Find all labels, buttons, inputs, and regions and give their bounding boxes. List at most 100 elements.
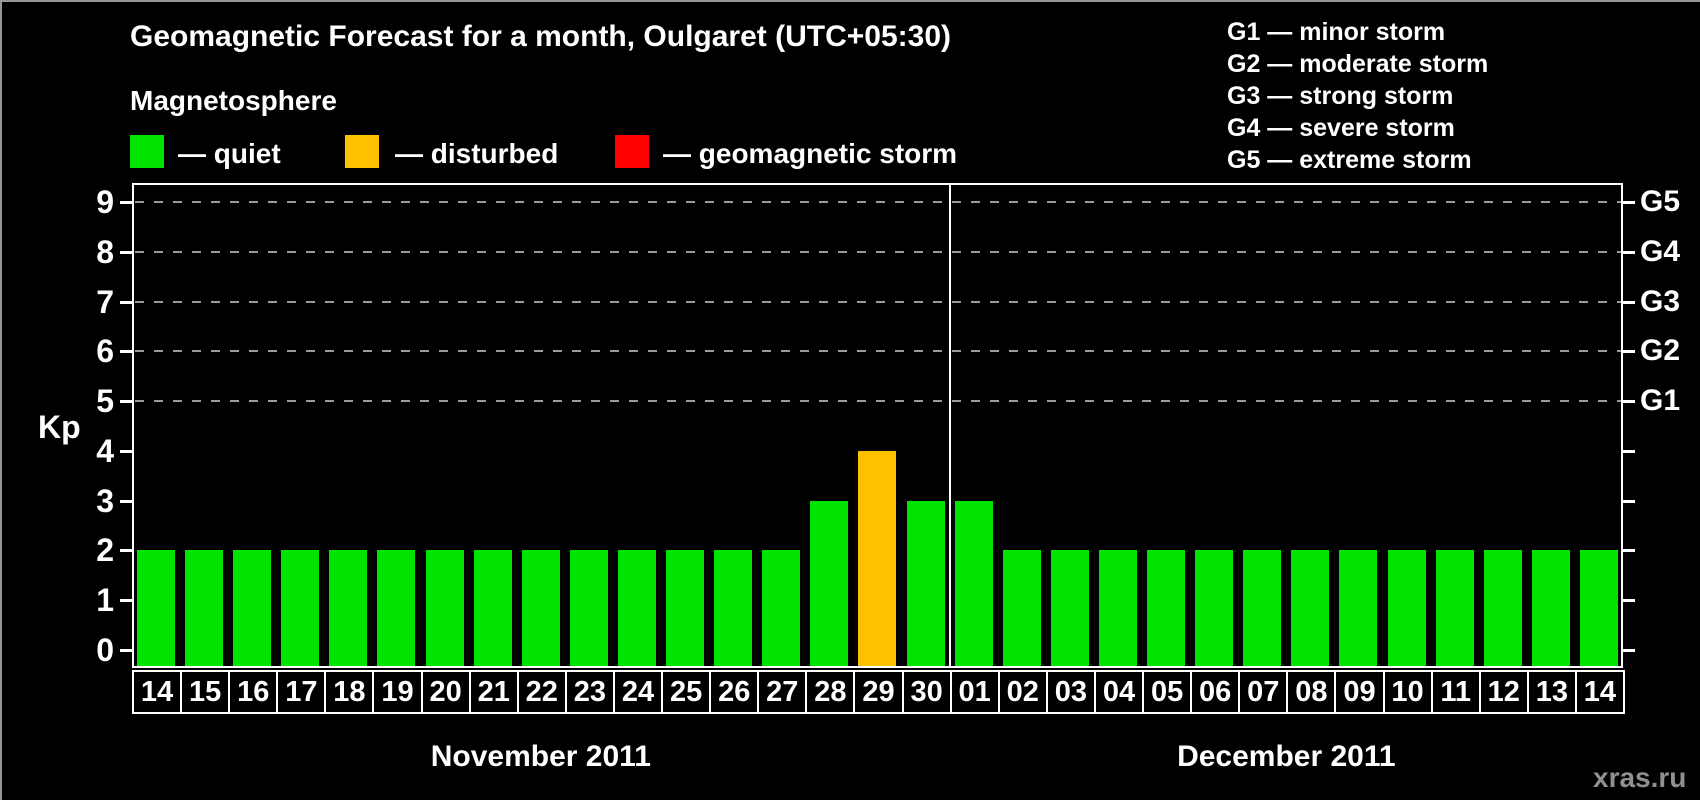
kp-bar-november-21 <box>473 550 512 666</box>
kp-bar-december-11 <box>1435 550 1474 666</box>
kp-bar-november-20 <box>425 550 464 666</box>
g-axis-label-g4: G4 <box>1640 234 1681 268</box>
day-label-cell-november-21: 21 <box>468 670 519 714</box>
gridline-kp7 <box>135 300 1621 303</box>
g3-legend-line: G3 — strong storm <box>1227 82 1454 110</box>
kp-bar-november-19 <box>377 550 416 666</box>
kp-bar-december-08 <box>1291 550 1330 666</box>
day-label-cell-november-16: 16 <box>228 670 279 714</box>
kp-bar-november-26 <box>714 550 753 666</box>
y-tick-label-1: 1 <box>96 582 114 619</box>
y-tick-left-2 <box>120 549 132 553</box>
day-label-cell-december-03: 03 <box>1045 670 1096 714</box>
day-label-cell-december-08: 08 <box>1286 670 1337 714</box>
kp-bar-november-29 <box>858 450 897 666</box>
kp-bar-november-25 <box>666 550 705 666</box>
y-tick-right-7 <box>1623 300 1635 304</box>
day-label-cell-november-20: 20 <box>420 670 471 714</box>
y-tick-label-7: 7 <box>96 283 114 320</box>
kp-bar-november-23 <box>569 550 608 666</box>
storm-legend-label: — geomagnetic storm <box>663 138 958 169</box>
kp-bar-december-04 <box>1098 550 1137 666</box>
y-tick-left-5 <box>120 400 132 404</box>
y-tick-label-3: 3 <box>96 482 114 519</box>
kp-bar-december-07 <box>1243 550 1282 666</box>
y-tick-right-1 <box>1623 599 1635 603</box>
kp-bar-november-16 <box>233 550 272 666</box>
day-label-cell-november-23: 23 <box>564 670 615 714</box>
day-label-cell-december-02: 02 <box>997 670 1048 714</box>
y-tick-label-9: 9 <box>96 183 114 220</box>
day-label-cell-december-01: 01 <box>949 670 1000 714</box>
kp-bar-november-14 <box>137 550 175 666</box>
g-axis-label-g5: G5 <box>1640 184 1681 218</box>
y-tick-label-4: 4 <box>96 432 114 469</box>
y-tick-right-8 <box>1623 250 1635 254</box>
day-label-cell-november-19: 19 <box>372 670 423 714</box>
y-tick-label-5: 5 <box>96 383 114 420</box>
g-axis-label-g2: G2 <box>1640 334 1681 368</box>
kp-bar-december-05 <box>1147 550 1186 666</box>
kp-bar-december-12 <box>1483 550 1522 666</box>
kp-bar-november-28 <box>810 500 849 666</box>
day-label-cell-november-15: 15 <box>180 670 231 714</box>
frame-border-left <box>0 0 2 800</box>
g2-legend-line: G2 — moderate storm <box>1227 50 1489 78</box>
y-tick-right-9 <box>1623 200 1635 204</box>
y-tick-right-5 <box>1623 400 1635 404</box>
day-label-cell-november-22: 22 <box>516 670 567 714</box>
y-tick-right-4 <box>1623 449 1635 453</box>
y-tick-label-8: 8 <box>96 233 114 270</box>
y-axis-title: Kp <box>38 409 81 445</box>
disturbed-legend-label: — disturbed <box>395 138 559 169</box>
frame-border-top <box>0 0 1700 2</box>
kp-bar-december-01 <box>954 500 993 666</box>
gridline-kp6 <box>135 350 1621 353</box>
y-tick-left-6 <box>120 350 132 354</box>
day-label-cell-december-14: 14 <box>1574 670 1625 714</box>
y-tick-label-6: 6 <box>96 333 114 370</box>
g4-legend-line: G4 — severe storm <box>1227 114 1455 142</box>
g1-legend-line: G1 — minor storm <box>1227 18 1446 46</box>
gridline-kp8 <box>135 250 1621 253</box>
month-label-right: December 2011 <box>1177 740 1396 773</box>
magnetosphere-legend-title: Magnetosphere <box>130 85 337 116</box>
y-tick-right-0 <box>1623 649 1635 652</box>
kp-bar-november-27 <box>762 550 801 666</box>
y-tick-left-8 <box>120 250 132 254</box>
storm-color-swatch <box>615 135 649 168</box>
kp-bar-december-13 <box>1531 550 1570 666</box>
kp-bar-december-02 <box>1002 550 1041 666</box>
g5-legend-line: G5 — extreme storm <box>1227 146 1472 174</box>
day-label-cell-november-17: 17 <box>276 670 327 714</box>
kp-bar-november-24 <box>617 550 656 666</box>
gridline-kp9 <box>135 200 1621 203</box>
day-label-cell-november-30: 30 <box>901 670 952 714</box>
y-tick-left-4 <box>120 449 132 453</box>
kp-bar-november-15 <box>185 550 224 666</box>
kp-bar-december-14 <box>1579 550 1618 666</box>
watermark: xras.ru <box>1593 762 1687 793</box>
day-label-cell-december-07: 07 <box>1238 670 1289 714</box>
kp-bar-december-09 <box>1339 550 1378 666</box>
day-label-cell-november-18: 18 <box>324 670 375 714</box>
y-tick-label-2: 2 <box>96 532 114 569</box>
day-label-cell-november-14: 14 <box>132 670 183 714</box>
day-label-cell-december-04: 04 <box>1093 670 1145 714</box>
y-tick-left-1 <box>120 599 132 603</box>
kp-bar-november-22 <box>521 550 560 666</box>
y-tick-right-6 <box>1623 350 1635 354</box>
day-label-cell-november-27: 27 <box>757 670 808 714</box>
day-label-cell-december-09: 09 <box>1334 670 1385 714</box>
y-tick-left-3 <box>120 499 132 503</box>
quiet-color-swatch <box>130 135 164 168</box>
day-label-cell-december-12: 12 <box>1478 670 1529 714</box>
day-label-cell-december-13: 13 <box>1526 670 1577 714</box>
g-axis-label-g3: G3 <box>1640 284 1681 318</box>
kp-bar-december-06 <box>1195 550 1234 666</box>
chart-title: Geomagnetic Forecast for a month, Oulgar… <box>130 20 952 53</box>
day-label-cell-december-06: 06 <box>1190 670 1241 714</box>
kp-bar-november-17 <box>281 550 320 666</box>
